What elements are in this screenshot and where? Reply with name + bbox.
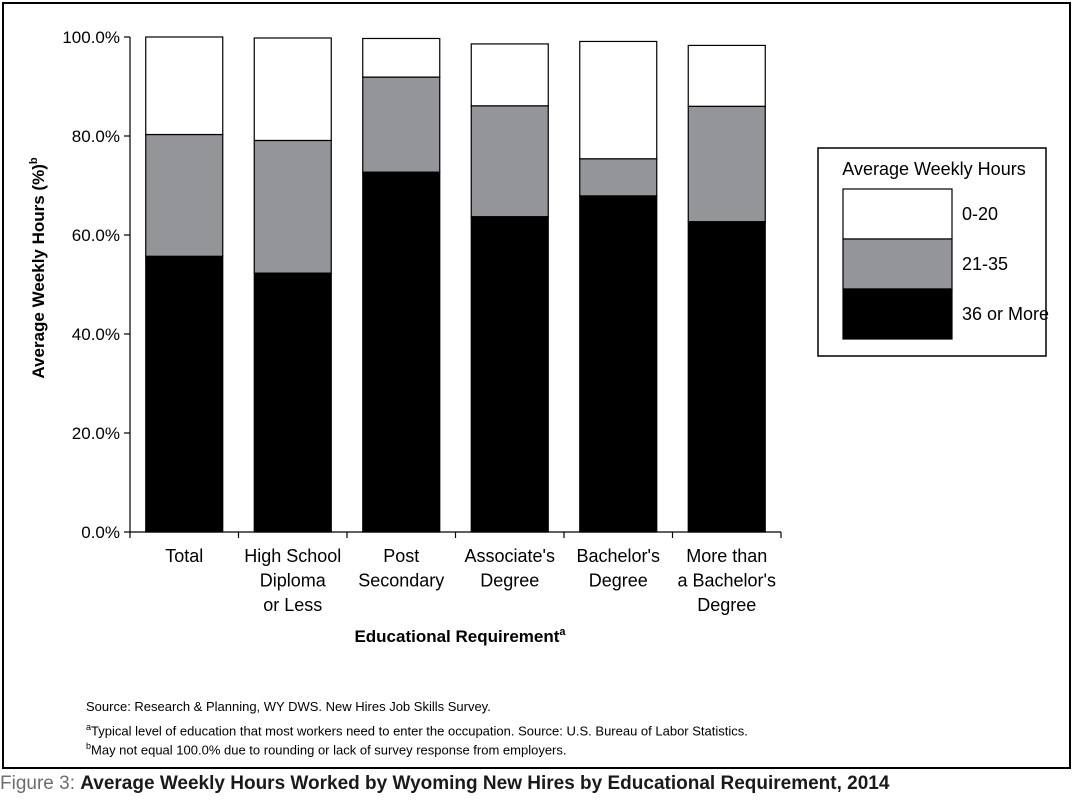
bar-segment: [687, 105, 766, 223]
bars: [145, 36, 766, 533]
bar-segment: [145, 36, 224, 136]
bar-segment: [362, 76, 441, 173]
source-note: Source: Research & Planning, WY DWS. New…: [86, 699, 491, 714]
bar-segment: [253, 37, 332, 142]
bar-segment: [362, 171, 441, 533]
bar-segment: [579, 195, 658, 533]
x-category-label: Post Secondary: [358, 546, 444, 591]
x-category-label: Total: [165, 546, 203, 566]
bar-segment: [253, 139, 332, 274]
y-tick-label: 60.0%: [72, 226, 120, 245]
legend-title: Average Weekly Hours: [842, 159, 1025, 179]
x-axis: Total High School Diploma or Less Post Second…: [129, 531, 782, 615]
bar-segment: [579, 40, 658, 160]
footnote-b-text: May not equal 100.0% due to rounding or …: [91, 742, 567, 758]
legend-label: 36 or More: [962, 304, 1049, 324]
bar-segment: [687, 221, 766, 533]
x-category-label: Bachelor's Degree: [577, 546, 660, 591]
y-axis: 0.0% 20.0% 40.0% 60.0% 80.0% 100.0%: [62, 28, 131, 542]
footnote-a-text: Typical level of education that most wor…: [91, 723, 748, 739]
bar-segment: [145, 255, 224, 533]
figure-label: Figure 3:: [0, 773, 75, 794]
bar-segment: [470, 216, 549, 533]
bar-segment: [145, 133, 224, 257]
x-category-label: Associate's Degree: [465, 546, 555, 591]
legend-label: 21-35: [962, 254, 1008, 274]
y-tick-label: 100.0%: [62, 28, 120, 47]
legend-label: 0-20: [962, 204, 998, 224]
x-category-label: High School Diploma or Less: [244, 546, 341, 615]
footnote-b-mark: b: [86, 741, 92, 751]
bar-segment: [579, 158, 658, 197]
footnote-a: aTypical level of education that most wo…: [86, 718, 748, 740]
legend-swatch: [842, 238, 953, 290]
x-category-label: More than a Bachelor's Degree: [678, 546, 777, 615]
figure-caption: Figure 3: Average Weekly Hours Worked by…: [0, 773, 889, 795]
x-axis-title: Educational Requirementa: [354, 626, 566, 646]
legend-swatch: [842, 288, 953, 340]
bar-segment: [253, 272, 332, 533]
y-tick-label: 20.0%: [72, 424, 120, 443]
legend-swatch: [842, 188, 953, 240]
bar-segment: [687, 44, 766, 107]
bar-segment: [470, 105, 549, 218]
y-axis-title: Average Weekly Hours (%)b: [28, 157, 48, 378]
figure-title: Average Weekly Hours Worked by Wyoming N…: [80, 773, 890, 794]
footnote-a-mark: a: [86, 722, 92, 732]
y-tick-label: 80.0%: [72, 127, 120, 146]
y-tick-label: 40.0%: [72, 325, 120, 344]
bar-segment: [470, 43, 549, 107]
legend: Average Weekly Hours 0-20 21-35 36 or More: [817, 147, 1049, 357]
bar-segment: [362, 37, 441, 78]
y-tick-label: 0.0%: [81, 523, 120, 542]
footnote-b: bMay not equal 100.0% due to rounding or…: [86, 737, 567, 759]
